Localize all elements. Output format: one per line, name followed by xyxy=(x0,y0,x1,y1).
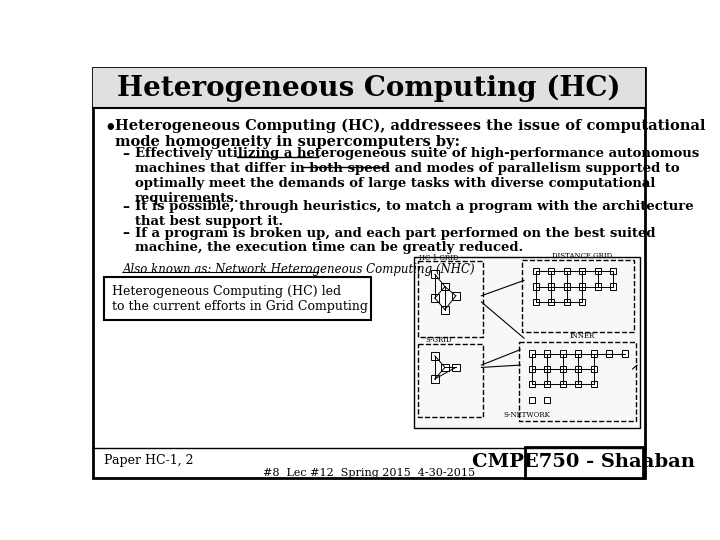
Bar xyxy=(564,299,570,305)
Bar xyxy=(544,381,550,387)
Text: Heterogeneous Computing (HC): Heterogeneous Computing (HC) xyxy=(117,74,621,102)
Bar xyxy=(414,257,640,428)
Bar xyxy=(431,375,438,383)
Bar xyxy=(528,350,535,356)
Bar xyxy=(579,284,585,289)
Bar xyxy=(610,284,616,289)
Bar xyxy=(528,366,535,372)
Bar xyxy=(431,294,438,302)
Text: #8  Lec #12  Spring 2015  4-30-2015: #8 Lec #12 Spring 2015 4-30-2015 xyxy=(263,468,475,478)
Bar xyxy=(544,397,550,403)
Bar xyxy=(441,283,449,291)
Text: S-GRID: S-GRID xyxy=(426,336,452,345)
FancyBboxPatch shape xyxy=(93,68,645,108)
Bar xyxy=(564,284,570,289)
Bar xyxy=(559,366,566,372)
Text: –: – xyxy=(122,226,130,240)
FancyBboxPatch shape xyxy=(93,68,645,477)
Bar xyxy=(595,284,600,289)
Bar xyxy=(564,268,570,274)
Bar xyxy=(575,350,581,356)
Bar xyxy=(548,268,554,274)
Bar xyxy=(441,306,449,314)
FancyBboxPatch shape xyxy=(525,447,644,477)
Bar xyxy=(452,363,459,372)
Bar xyxy=(544,350,550,356)
Bar xyxy=(590,381,597,387)
Bar xyxy=(559,350,566,356)
Text: •: • xyxy=(104,119,116,137)
Bar xyxy=(579,299,585,305)
Text: Heterogeneous Computing (HC), addressees the issue of computational
mode homogen: Heterogeneous Computing (HC), addressees… xyxy=(114,119,706,149)
Bar xyxy=(452,292,459,300)
Bar xyxy=(548,284,554,289)
Text: Paper HC-1, 2: Paper HC-1, 2 xyxy=(104,455,194,468)
Bar xyxy=(533,268,539,274)
Text: CMPE750 - Shaaban: CMPE750 - Shaaban xyxy=(472,453,696,471)
Text: If a program is broken up, and each part performed on the best suited
machine, t: If a program is broken up, and each part… xyxy=(135,226,655,254)
Bar xyxy=(544,366,550,372)
Bar xyxy=(579,268,585,274)
Bar xyxy=(590,366,597,372)
Bar xyxy=(528,397,535,403)
Text: –: – xyxy=(122,200,130,213)
Bar xyxy=(431,271,438,278)
Bar xyxy=(610,268,616,274)
Bar xyxy=(621,350,628,356)
Text: Also known as: Network Heterogeneous Computing (NHC): Also known as: Network Heterogeneous Com… xyxy=(122,264,475,276)
Bar xyxy=(528,381,535,387)
Text: HC-1 GRID: HC-1 GRID xyxy=(419,254,459,262)
Text: DISTANCE GRID: DISTANCE GRID xyxy=(552,252,612,260)
Bar xyxy=(533,299,539,305)
Text: Heterogeneous Computing (HC) led
to the current efforts in Grid Computing: Heterogeneous Computing (HC) led to the … xyxy=(112,285,368,313)
Bar xyxy=(559,381,566,387)
Bar xyxy=(575,366,581,372)
Bar xyxy=(441,363,449,372)
Text: S-NETWORK: S-NETWORK xyxy=(504,411,551,419)
Text: INNER: INNER xyxy=(570,333,595,340)
Bar xyxy=(533,284,539,289)
Text: It is possible, through heuristics, to match a program with the architecture
tha: It is possible, through heuristics, to m… xyxy=(135,200,693,227)
Bar xyxy=(575,381,581,387)
Bar xyxy=(590,350,597,356)
Bar xyxy=(548,299,554,305)
Text: –: – xyxy=(122,147,130,161)
Text: Effectively utilizing a heterogeneous suite of high-performance autonomous
machi: Effectively utilizing a heterogeneous su… xyxy=(135,147,699,205)
Bar xyxy=(431,352,438,360)
Bar xyxy=(606,350,612,356)
Bar xyxy=(595,268,600,274)
FancyBboxPatch shape xyxy=(104,278,371,320)
